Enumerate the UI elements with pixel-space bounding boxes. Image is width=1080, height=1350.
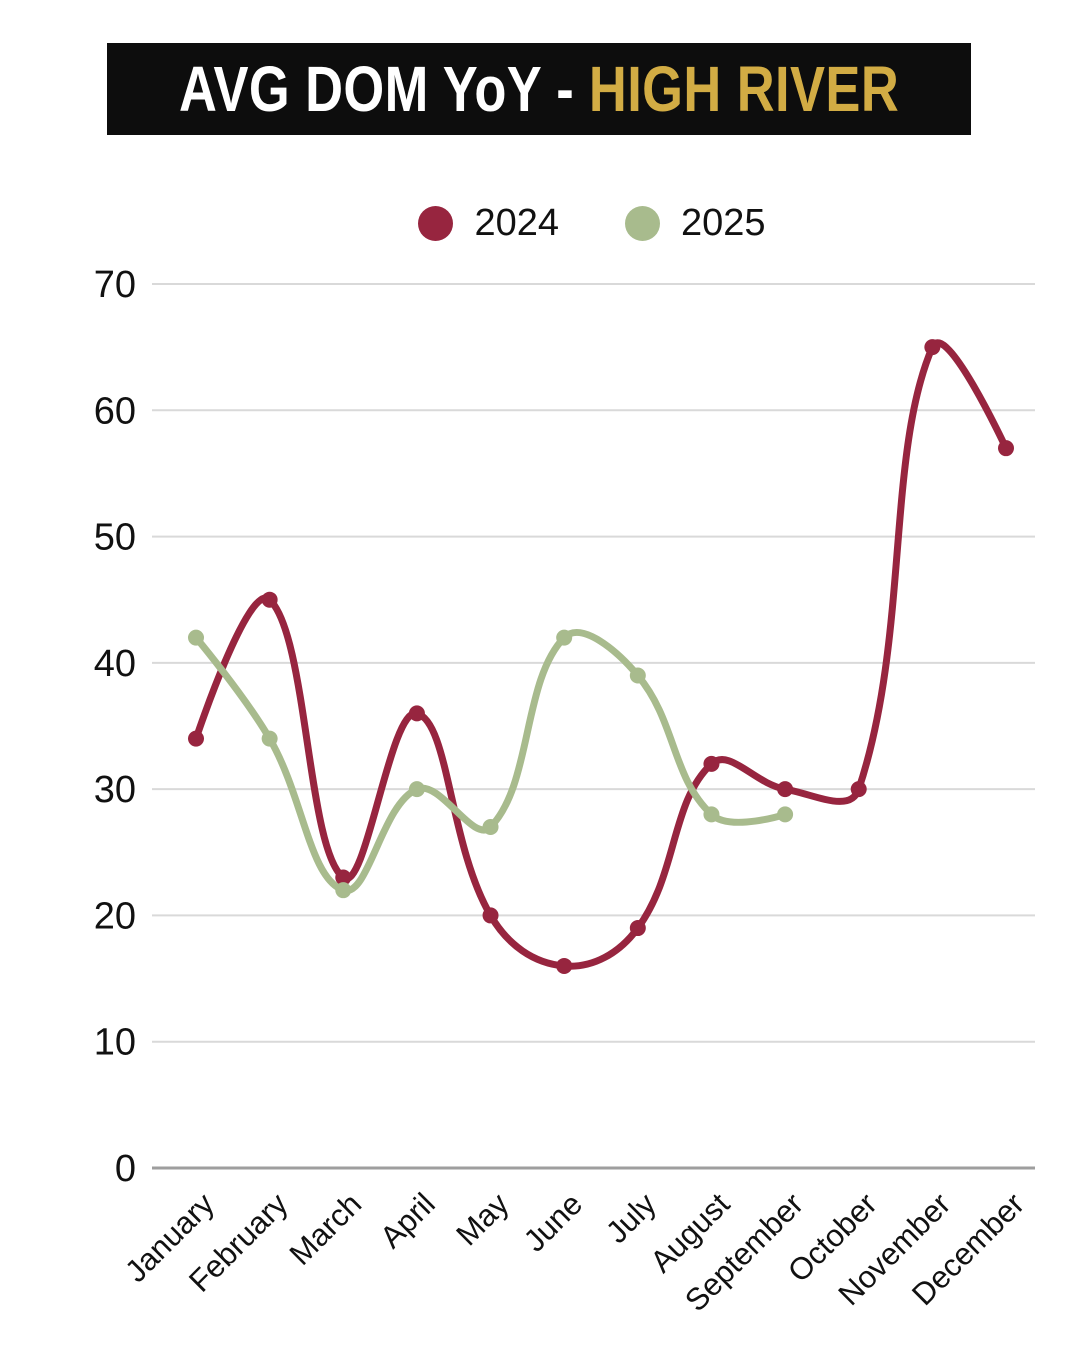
chart-point-2025 xyxy=(556,629,573,646)
chart-point-2024 xyxy=(850,781,867,798)
legend-label-2024: 2024 xyxy=(474,202,559,244)
chart-legend: 2024 2025 xyxy=(0,202,1080,245)
chart-point-2025 xyxy=(261,730,278,747)
y-tick-label: 30 xyxy=(94,769,136,811)
legend-item-2024: 2024 xyxy=(418,202,559,245)
legend-label-2025: 2025 xyxy=(681,202,766,244)
chart-point-2024 xyxy=(408,705,425,722)
y-tick-label: 20 xyxy=(94,895,136,937)
title-text: AVG DOM YoY - xyxy=(178,53,575,125)
x-tick-label: April xyxy=(373,1186,442,1255)
legend-dot-2024-icon xyxy=(418,206,454,241)
chart-point-2024 xyxy=(556,957,573,974)
chart-point-2024 xyxy=(777,781,794,798)
y-tick-label: 50 xyxy=(94,517,136,559)
legend-dot-2025-icon xyxy=(625,206,660,241)
y-tick-label: 70 xyxy=(94,264,136,306)
chart-point-2024 xyxy=(924,339,941,356)
x-tick-label: June xyxy=(517,1186,589,1258)
chart-point-2024 xyxy=(335,869,352,886)
x-tick-label: March xyxy=(283,1186,369,1272)
chart-line-2025 xyxy=(192,629,789,894)
x-tick-label: July xyxy=(599,1186,663,1250)
chart-point-2024 xyxy=(261,591,278,608)
chart-point-2024 xyxy=(998,440,1014,457)
title-banner: AVG DOM YoY - HIGH RIVER xyxy=(107,43,971,135)
x-tick-label: May xyxy=(449,1186,516,1253)
y-tick-label: 60 xyxy=(94,390,136,432)
chart-point-2024 xyxy=(629,920,646,937)
chart-point-2024 xyxy=(188,730,204,747)
y-tick-label: 10 xyxy=(94,1022,136,1064)
chart-point-2024 xyxy=(482,907,499,924)
chart-point-2025 xyxy=(629,667,646,684)
legend-item-2025: 2025 xyxy=(625,202,766,245)
chart-point-2025 xyxy=(408,781,425,798)
chart-point-2025 xyxy=(482,819,499,836)
chart-point-2024 xyxy=(703,755,720,772)
y-tick-label: 0 xyxy=(115,1148,136,1190)
chart-point-2025 xyxy=(777,806,794,823)
title-accent-text: HIGH RIVER xyxy=(588,53,900,125)
page-title: AVG DOM YoY - HIGH RIVER xyxy=(179,57,899,121)
y-tick-label: 40 xyxy=(94,643,136,685)
chart-point-2025 xyxy=(188,629,204,646)
chart-point-2025 xyxy=(335,882,352,899)
chart-point-2025 xyxy=(703,806,720,823)
chart-line-2024 xyxy=(192,339,1010,970)
